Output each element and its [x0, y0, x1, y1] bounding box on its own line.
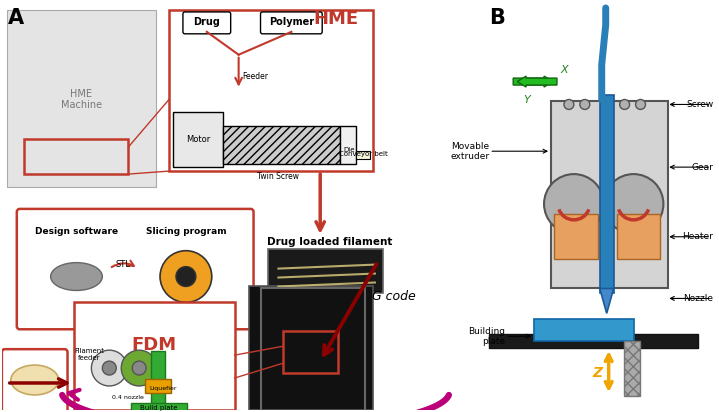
- Bar: [173, 112, 223, 167]
- Circle shape: [91, 350, 127, 386]
- Bar: [534, 319, 633, 341]
- Circle shape: [176, 267, 196, 286]
- Circle shape: [132, 361, 146, 375]
- Circle shape: [102, 361, 116, 375]
- Text: Drug loaded filament: Drug loaded filament: [267, 237, 393, 247]
- Bar: [73, 302, 234, 410]
- Text: HME
Machine: HME Machine: [61, 89, 102, 110]
- Bar: [617, 214, 661, 259]
- Text: A: A: [8, 8, 24, 28]
- Text: Filament
feeder: Filament feeder: [75, 348, 104, 361]
- Text: Twin Screw: Twin Screw: [257, 171, 299, 180]
- Circle shape: [580, 99, 590, 110]
- Text: Slicing program: Slicing program: [146, 227, 226, 236]
- Text: Drug: Drug: [193, 17, 220, 27]
- Text: Liquefier: Liquefier: [149, 386, 177, 391]
- FancyBboxPatch shape: [2, 349, 68, 412]
- Text: Y: Y: [523, 94, 530, 105]
- FancyBboxPatch shape: [183, 12, 231, 34]
- Text: B: B: [490, 8, 505, 28]
- Bar: [145, 379, 171, 393]
- Text: Z: Z: [592, 366, 603, 380]
- Bar: [268, 249, 383, 293]
- Bar: [169, 10, 373, 171]
- Ellipse shape: [50, 262, 102, 290]
- FancyArrow shape: [513, 76, 553, 87]
- Text: Motor: Motor: [186, 135, 210, 144]
- FancyBboxPatch shape: [260, 12, 322, 34]
- Text: Building
plate: Building plate: [468, 327, 505, 346]
- Text: Heater: Heater: [682, 232, 713, 241]
- Circle shape: [122, 350, 157, 386]
- Circle shape: [544, 174, 604, 234]
- Circle shape: [604, 174, 664, 234]
- Circle shape: [160, 250, 212, 302]
- Bar: [151, 351, 165, 406]
- Bar: [490, 334, 698, 348]
- Text: Gear: Gear: [691, 163, 713, 172]
- Text: Design software: Design software: [35, 227, 118, 236]
- Circle shape: [564, 99, 574, 110]
- Bar: [340, 126, 356, 164]
- Text: 0.4 nozzle: 0.4 nozzle: [112, 395, 144, 400]
- Circle shape: [620, 99, 630, 110]
- Bar: [249, 286, 373, 410]
- Text: Nozzle: Nozzle: [683, 294, 713, 303]
- Text: X: X: [561, 65, 569, 75]
- Text: Screw: Screw: [686, 100, 713, 109]
- Text: Polymer: Polymer: [269, 17, 314, 27]
- Text: Feeder: Feeder: [242, 72, 269, 81]
- Bar: [600, 94, 614, 293]
- Bar: [24, 139, 128, 174]
- Bar: [623, 341, 639, 396]
- Polygon shape: [600, 288, 614, 314]
- FancyBboxPatch shape: [17, 209, 254, 329]
- Text: Conveyor belt: Conveyor belt: [339, 151, 388, 157]
- Text: HME: HME: [313, 10, 358, 28]
- Text: STL: STL: [116, 260, 131, 269]
- Circle shape: [636, 99, 646, 110]
- Text: Die: Die: [343, 147, 354, 153]
- Bar: [283, 331, 338, 373]
- Text: Movable
extruder: Movable extruder: [450, 141, 490, 161]
- Bar: [356, 151, 370, 159]
- Bar: [131, 403, 187, 411]
- Text: Build plate: Build plate: [140, 405, 178, 411]
- Text: FDM: FDM: [132, 336, 177, 354]
- FancyArrow shape: [517, 76, 557, 87]
- Bar: [223, 126, 340, 164]
- Bar: [551, 101, 669, 288]
- Text: G code: G code: [372, 290, 416, 303]
- Bar: [7, 10, 156, 187]
- Ellipse shape: [11, 365, 58, 395]
- Bar: [554, 214, 597, 259]
